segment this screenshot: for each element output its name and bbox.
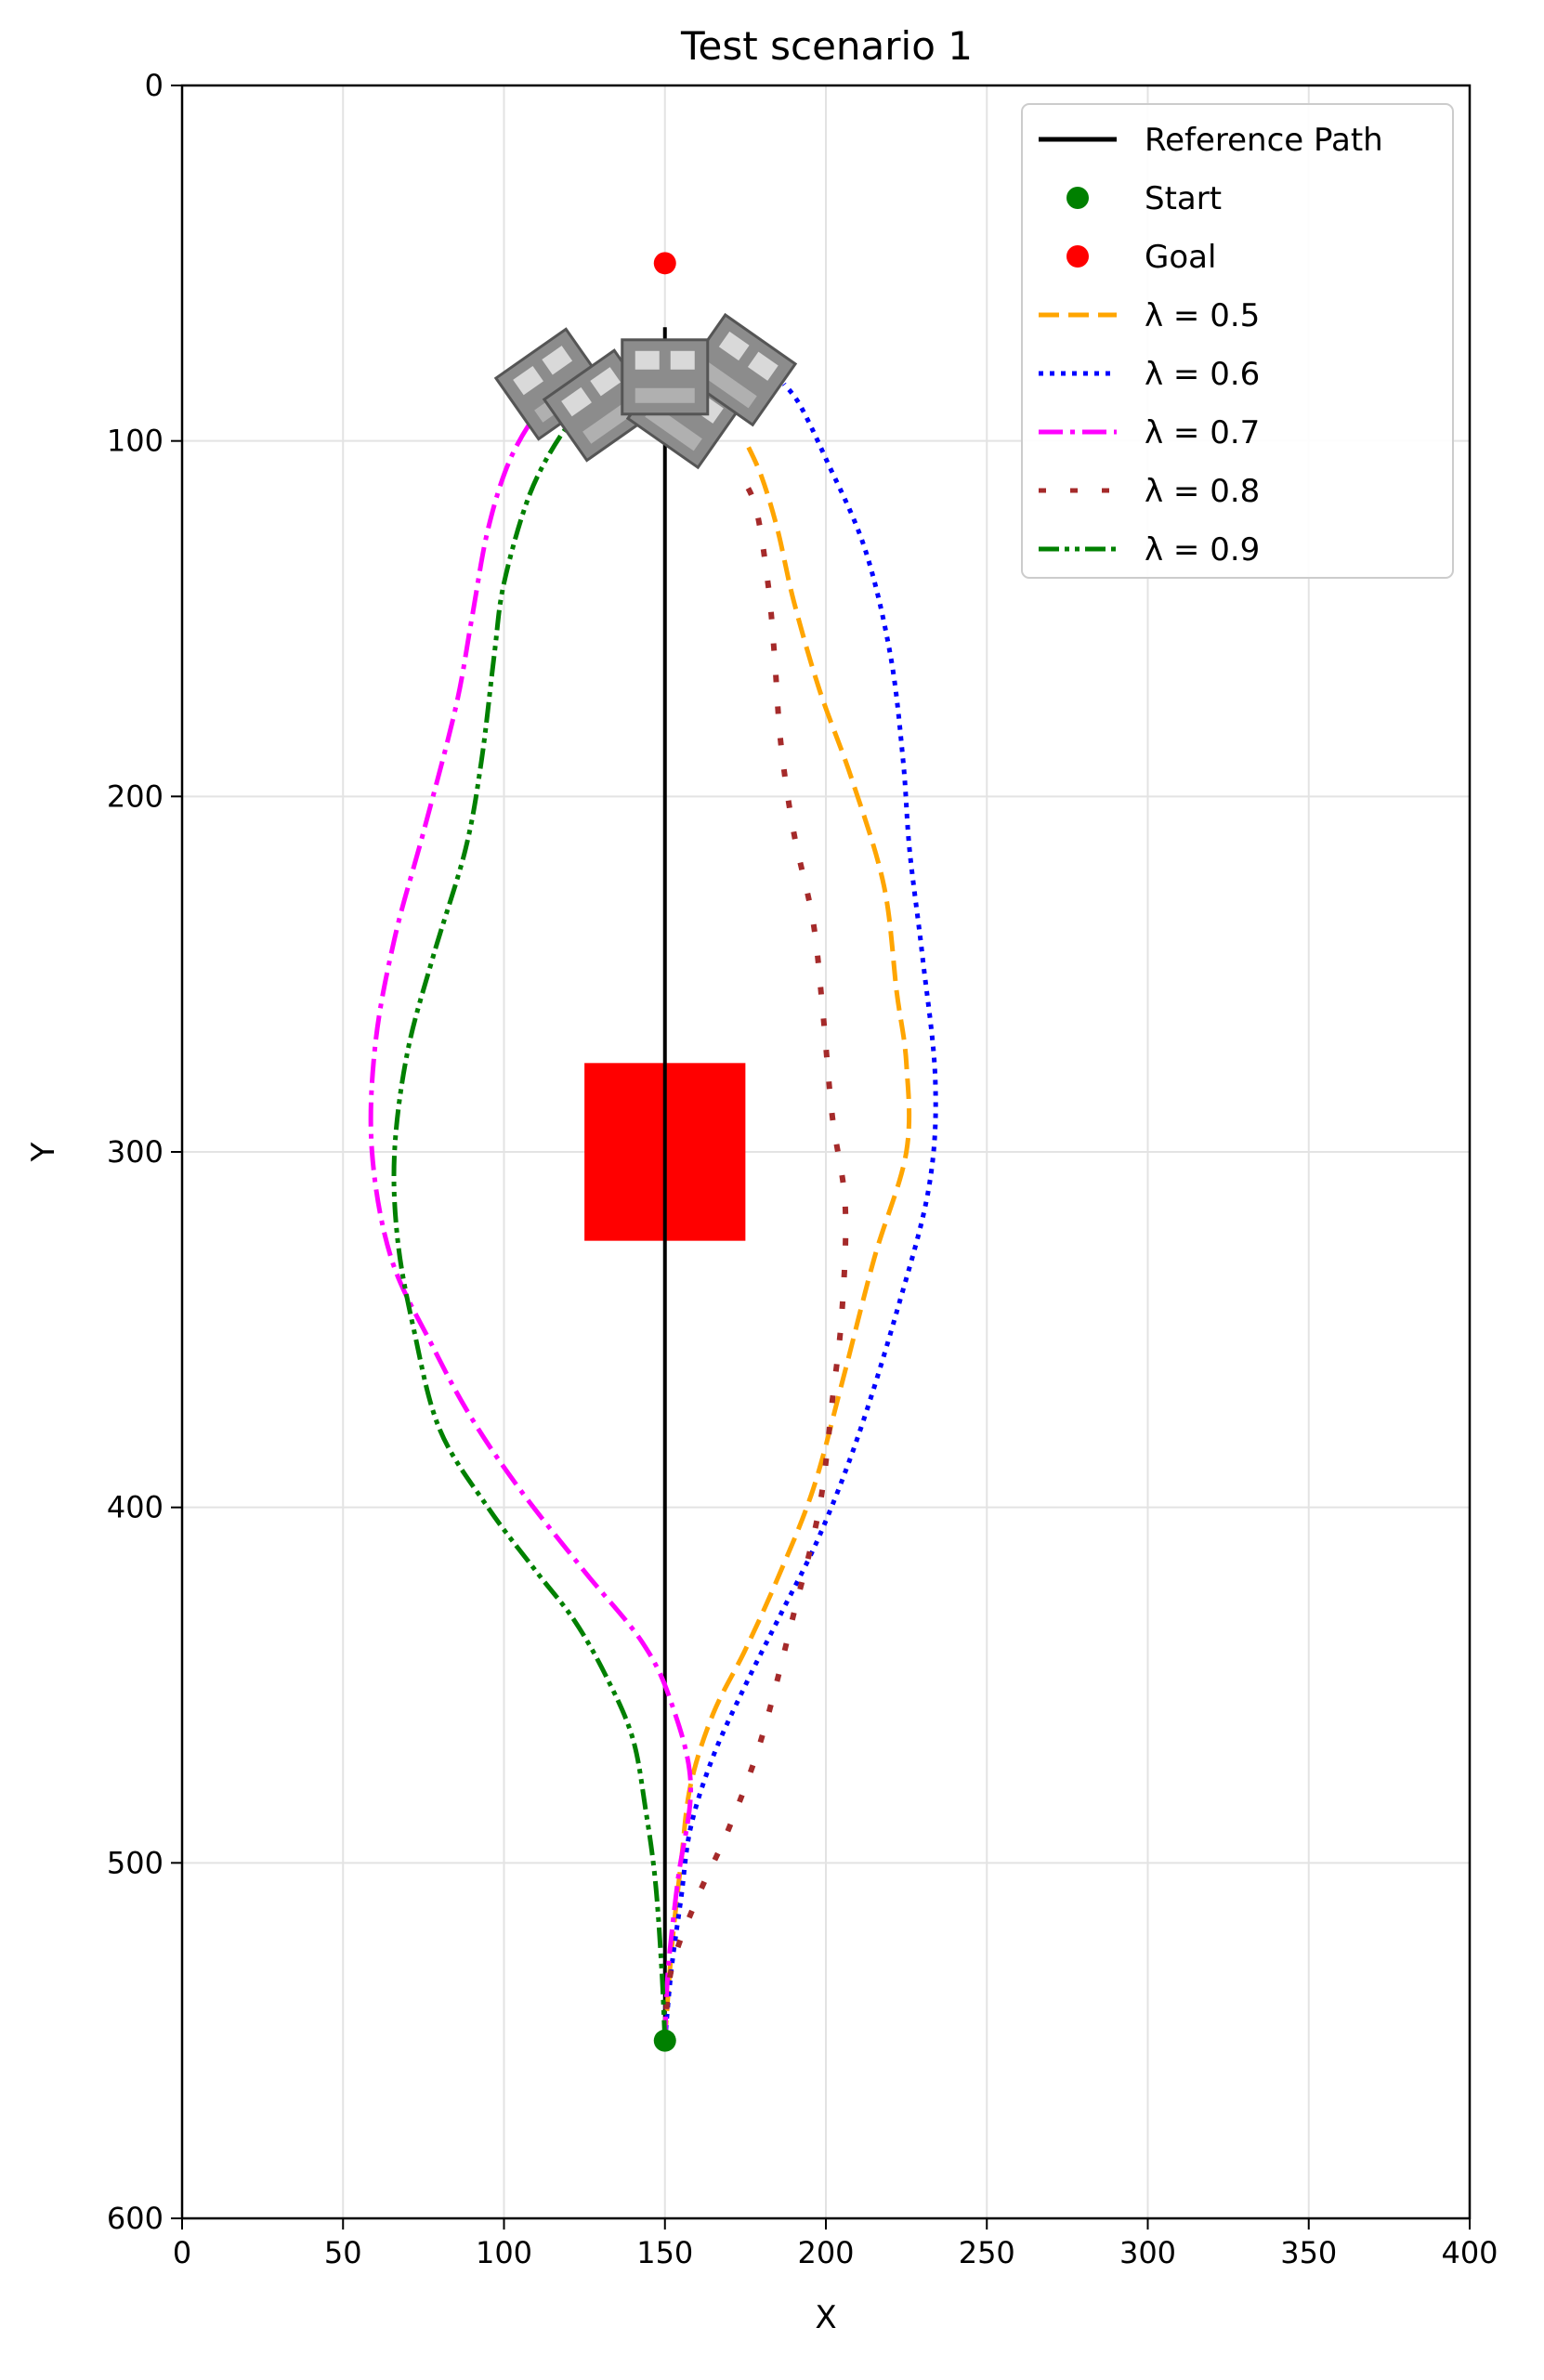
- legend-label: λ = 0.6: [1145, 356, 1260, 393]
- markers: [653, 252, 676, 2052]
- series-layer: [368, 382, 938, 2041]
- y-tick-label: 300: [107, 1134, 164, 1170]
- legend-label: λ = 0.7: [1145, 414, 1260, 451]
- x-tick-label: 100: [476, 2235, 532, 2270]
- legend-label: λ = 0.5: [1145, 297, 1260, 334]
- x-tick-label: 300: [1119, 2235, 1176, 2270]
- x-axis-label: X: [815, 2299, 836, 2336]
- y-tick-label: 500: [107, 1845, 164, 1880]
- y-tick-label: 0: [145, 68, 164, 103]
- car-icon: [680, 312, 798, 427]
- chart-title: Test scenario 1: [680, 23, 973, 69]
- x-tick-label: 250: [959, 2235, 1015, 2270]
- series-line-2: [368, 382, 693, 2041]
- legend: Reference Path Start Goal λ = 0.5 λ = 0.6 λ =…: [1021, 103, 1454, 579]
- start-marker: [653, 2029, 676, 2052]
- legend-swatch: [1066, 245, 1089, 268]
- x-tick-label: 350: [1280, 2235, 1337, 2270]
- legend-label: λ = 0.9: [1145, 531, 1260, 569]
- series-line-1: [662, 382, 938, 2041]
- goal-marker: [653, 252, 676, 275]
- x-tick-label: 50: [324, 2235, 362, 2270]
- legend-box: [1021, 103, 1454, 579]
- x-tick-label: 150: [636, 2235, 693, 2270]
- y-axis-label: Y: [25, 1142, 62, 1162]
- axis-ticks: 0 50 100 150 200 250 300 350 400 0 100 200 300 400 500…: [107, 68, 1498, 2270]
- y-tick-label: 100: [107, 424, 164, 459]
- x-tick-label: 0: [173, 2235, 191, 2270]
- series-line-4: [391, 411, 668, 2041]
- series-line-0: [662, 439, 912, 2041]
- y-tick-label: 600: [107, 2201, 164, 2236]
- y-tick-label: 400: [107, 1490, 164, 1525]
- legend-label: Goal: [1145, 239, 1216, 276]
- car-icon: [621, 338, 710, 416]
- y-tick-label: 200: [107, 778, 164, 814]
- x-tick-label: 400: [1441, 2235, 1498, 2270]
- legend-label: Start: [1145, 180, 1222, 217]
- series-line-3: [661, 467, 849, 2041]
- legend-label: Reference Path: [1145, 122, 1383, 159]
- vehicles: [493, 312, 798, 470]
- legend-swatch: [1066, 187, 1089, 209]
- legend-label: λ = 0.8: [1145, 473, 1260, 510]
- x-tick-label: 200: [797, 2235, 854, 2270]
